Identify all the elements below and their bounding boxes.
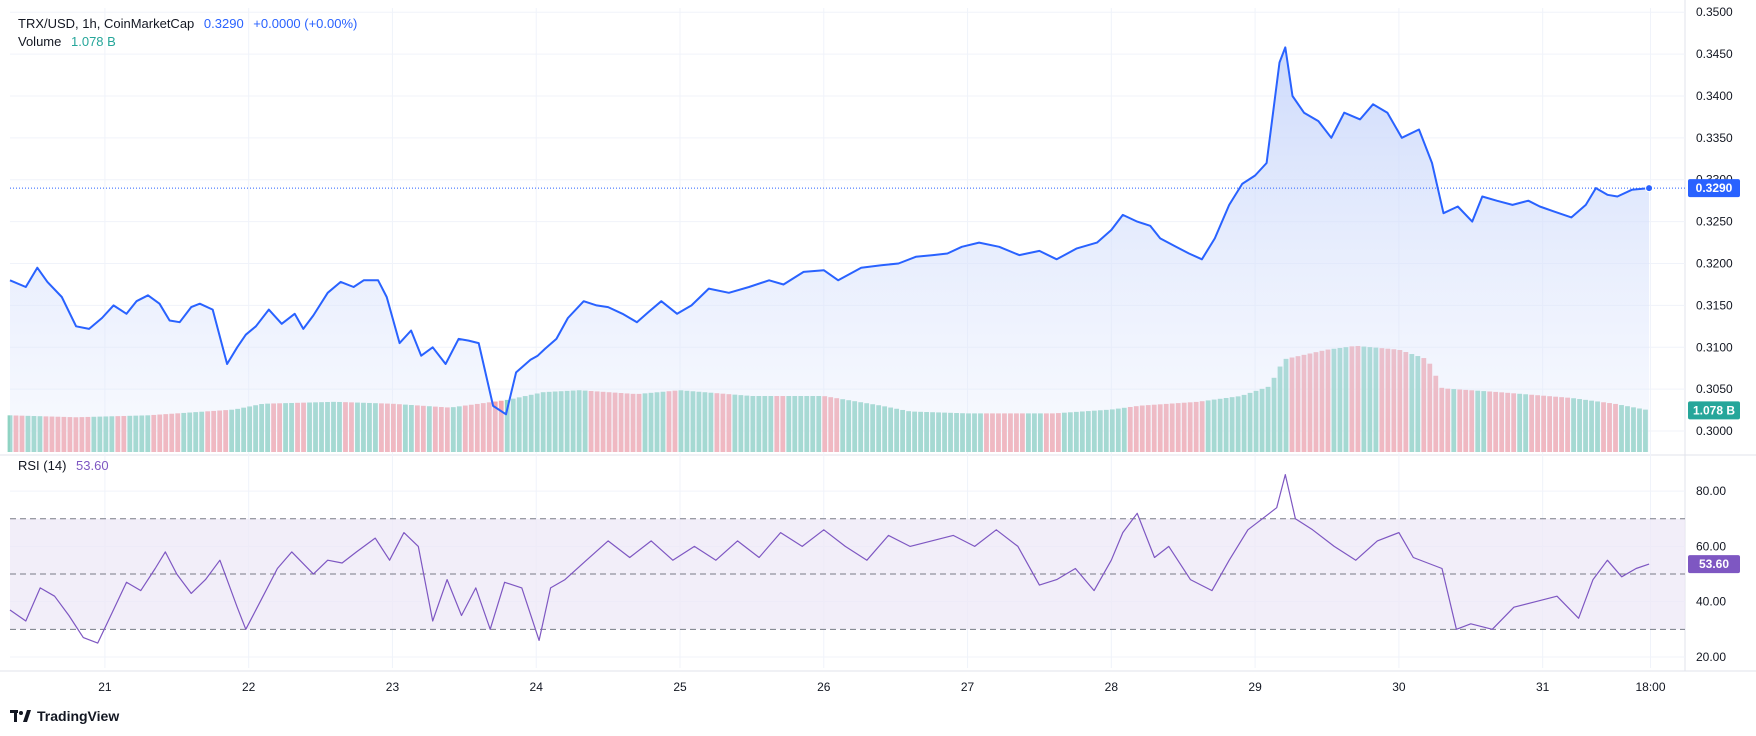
x-tick-label: 29	[1248, 680, 1262, 694]
volume-value: 1.078 B	[71, 34, 116, 49]
last-price-dot	[1645, 184, 1654, 193]
price-tick-label: 0.3050	[1696, 382, 1733, 396]
price-tick-label: 0.3000	[1696, 424, 1733, 438]
price-tick-label: 0.3500	[1696, 5, 1733, 19]
tradingview-brand[interactable]: TradingView	[10, 708, 119, 724]
value-tags: 0.3290 1.078 B 53.60	[1688, 179, 1740, 574]
x-tick-label: 22	[242, 680, 256, 694]
rsi-series-line	[9, 474, 1650, 644]
price-tick-label: 0.3100	[1696, 340, 1733, 354]
tradingview-logo-icon	[10, 710, 31, 722]
price-tick-label: 0.3350	[1696, 131, 1733, 145]
price-tick-label: 0.3200	[1696, 257, 1733, 271]
price-tick-label: 0.3150	[1696, 298, 1733, 312]
rsi-value: 53.60	[76, 458, 109, 473]
price-area	[9, 46, 1685, 453]
rsi-legend: RSI (14) 53.60	[18, 457, 109, 475]
x-tick-label: 24	[530, 680, 544, 694]
last-price-tag-text: 0.3290	[1696, 181, 1733, 195]
price-tick-label: 0.3400	[1696, 89, 1733, 103]
rsi-tick-label: 40.00	[1696, 595, 1726, 609]
volume-label: Volume	[18, 34, 62, 49]
price-change: +0.0000 (+0.00%)	[253, 16, 358, 31]
x-tick-label: 31	[1536, 680, 1550, 694]
price-value: 0.3290	[203, 16, 244, 31]
rsi-tag-text: 53.60	[1699, 557, 1729, 571]
x-tick-label: 30	[1392, 680, 1406, 694]
volume-tag-bg	[1688, 401, 1740, 420]
last-price-tag-bg	[1688, 179, 1740, 198]
x-tick-label: 26	[817, 680, 831, 694]
x-tick-label: 21	[98, 680, 112, 694]
brand-name: TradingView	[37, 708, 120, 724]
x-tick-label: 23	[386, 680, 400, 694]
rsi-tag-bg	[1688, 555, 1740, 574]
price-area-fill	[10, 47, 1650, 453]
rsi-band	[10, 518, 1685, 630]
price-legend: TRX/USD, 1h, CoinMarketCap 0.3290 +0.000…	[18, 15, 357, 33]
volume-tag-text: 1.078 B	[1693, 403, 1735, 417]
rsi-line	[9, 474, 1650, 644]
x-tick-label: 27	[961, 680, 975, 694]
rsi-tick-label: 60.00	[1696, 539, 1726, 553]
price-tick-label: 0.3250	[1696, 215, 1733, 229]
volume-legend: Volume 1.078 B	[18, 33, 116, 51]
x-tick-label: 28	[1105, 680, 1119, 694]
rsi-tick-label: 80.00	[1696, 484, 1726, 498]
rsi-tick-label: 20.00	[1696, 650, 1726, 664]
rsi-label: RSI (14)	[18, 458, 67, 473]
symbol-label: TRX/USD, 1h, CoinMarketCap	[18, 16, 195, 31]
price-tick-label: 0.3450	[1696, 47, 1733, 61]
price-line	[9, 46, 1650, 416]
axes: 21 22 23 24 25 26 27 28 29 30 31 18:00 0.3000 0.3050 0…	[98, 5, 1733, 694]
x-tick-label: 25	[673, 680, 687, 694]
x-tick-label: 18:00	[1635, 680, 1665, 694]
